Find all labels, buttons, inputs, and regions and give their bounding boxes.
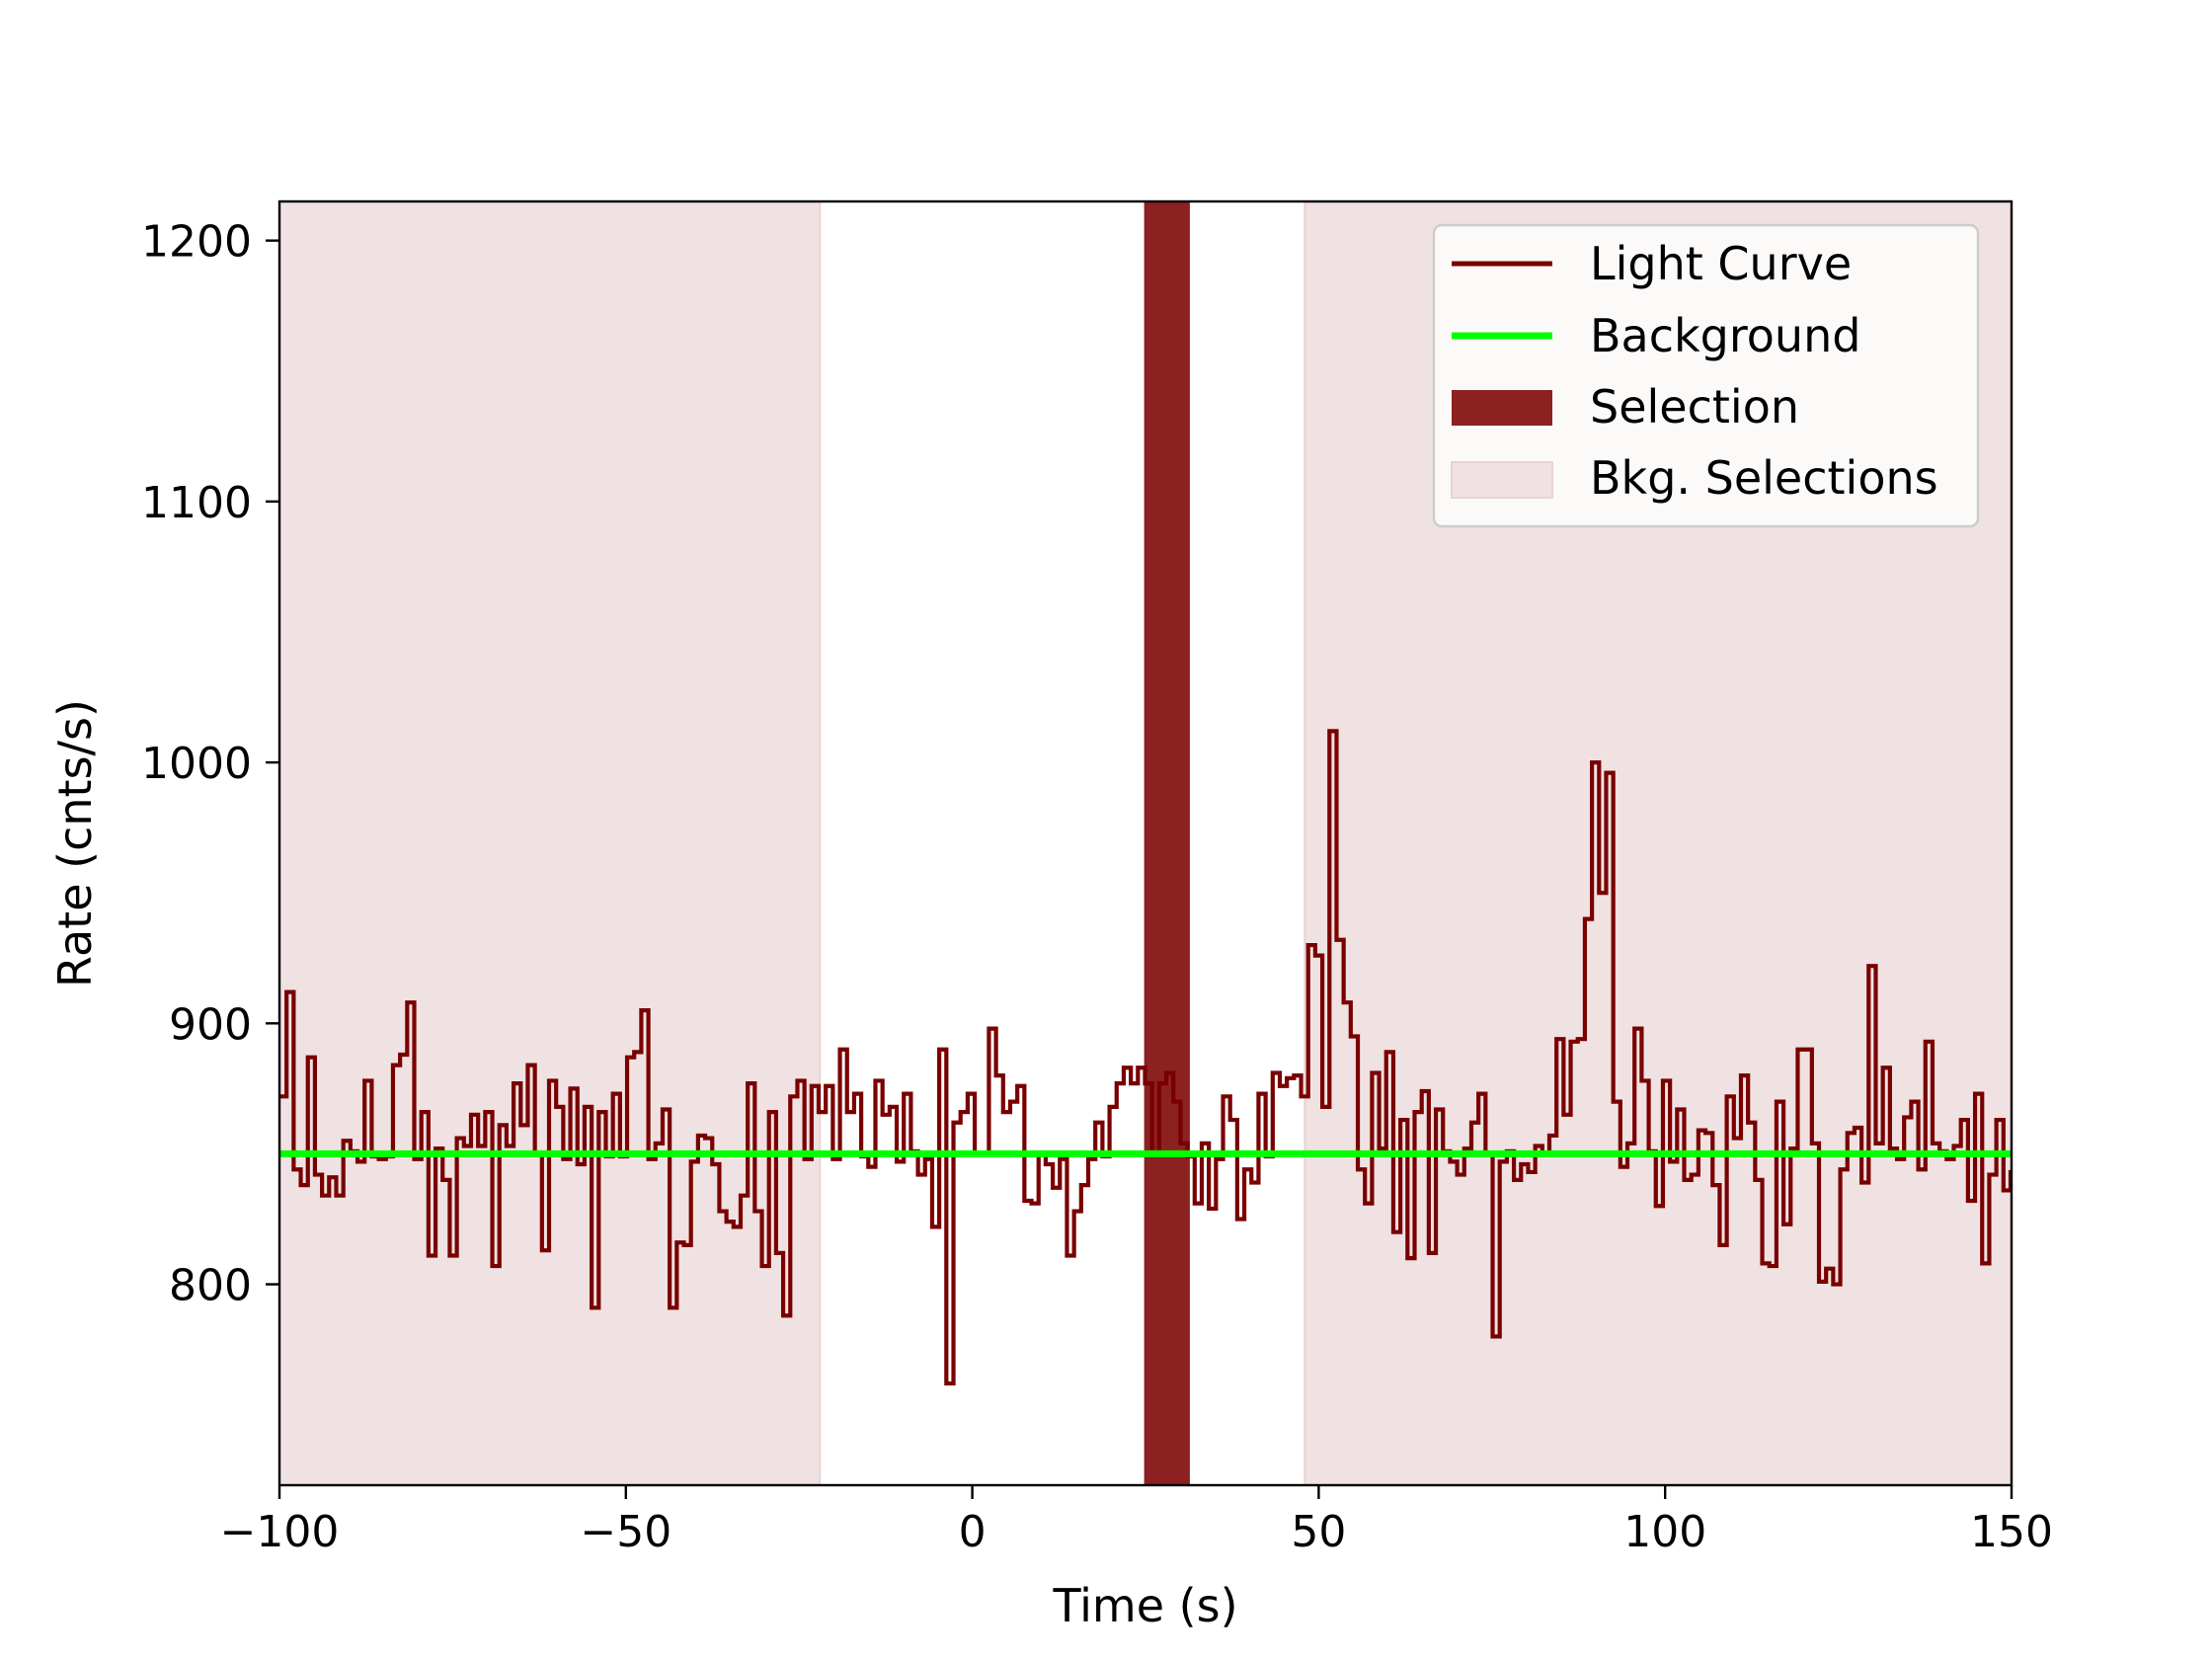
legend-box (1432, 223, 1980, 528)
x-tick-label: 100 (1623, 1507, 1706, 1557)
x-tick-label: 50 (1291, 1507, 1346, 1557)
x-tick-label: 150 (1970, 1507, 2053, 1557)
plot-frame (277, 199, 2014, 1487)
y-axis-label: Rate (cnts/s) (48, 699, 102, 988)
y-tick-label: 1100 (141, 478, 252, 528)
y-axis-ticks: 800 900 1000 1100 1200 (141, 217, 279, 1311)
legend-selection-label: Selection (1590, 380, 1799, 434)
selection-region (1144, 201, 1190, 1485)
legend-selection-swatch (1452, 390, 1552, 426)
y-tick-label: 1000 (141, 739, 252, 789)
legend-bkg-selections-label: Bkg. Selections (1590, 451, 1938, 505)
x-tick-label: 0 (959, 1507, 987, 1557)
x-tick-label: −50 (580, 1507, 672, 1557)
x-axis-label: Time (s) (1052, 1579, 1237, 1632)
selection-band (1144, 201, 1190, 1485)
y-tick-label: 800 (169, 1261, 252, 1311)
legend-light-curve-label: Light Curve (1590, 237, 1852, 290)
light-curve-line (279, 729, 2012, 1386)
legend-background-label: Background (1590, 309, 1860, 362)
y-tick-label: 900 (169, 999, 252, 1050)
bkg-selection-region-1 (279, 201, 822, 1485)
light-curve-series (279, 729, 2012, 1386)
x-tick-label: −100 (220, 1507, 340, 1557)
legend: Light Curve Background Selection Bkg. Se… (1432, 223, 1980, 528)
x-axis-ticks: −100 −50 0 50 100 150 (220, 1485, 2053, 1557)
y-tick-label: 1200 (141, 217, 252, 268)
legend-bkg-selections-swatch (1451, 461, 1553, 499)
